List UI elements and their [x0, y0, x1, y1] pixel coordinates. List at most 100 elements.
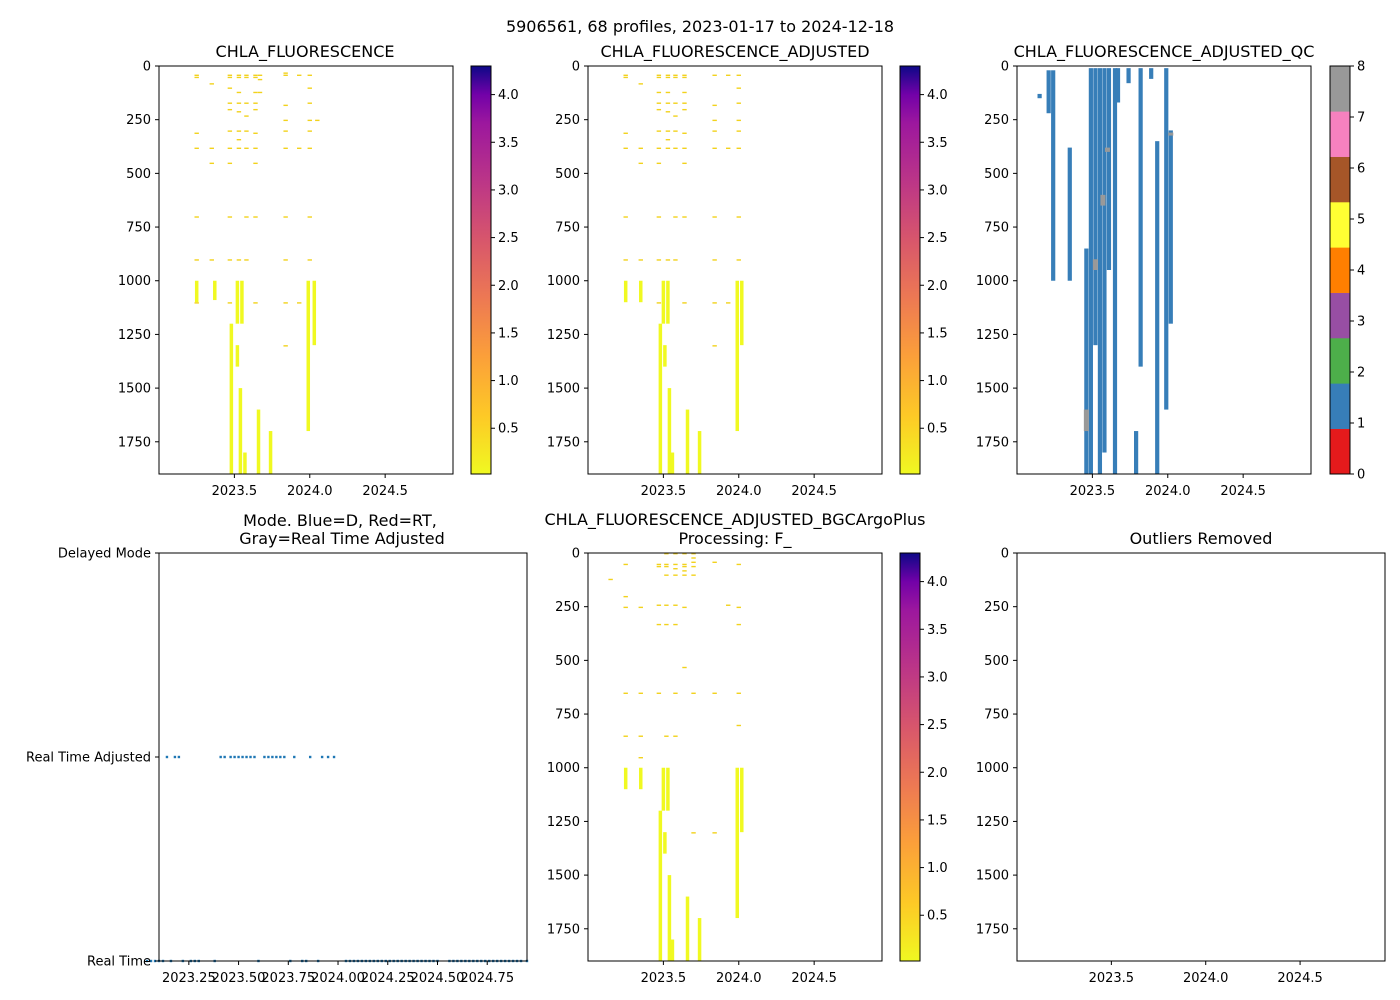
- data-cell-speck: [283, 119, 288, 122]
- data-cell-column: [697, 918, 702, 961]
- data-cell-speck: [673, 147, 678, 149]
- data-cell-speck: [307, 216, 312, 218]
- data-cell-speck: [227, 147, 233, 149]
- colorbar-tick-label: 3.5: [498, 136, 519, 151]
- data-cell-speck: [656, 563, 662, 566]
- y-tick-label: 250: [126, 113, 151, 128]
- colorbar-tick-label: 4: [1357, 264, 1365, 279]
- data-cell-speck: [691, 565, 696, 568]
- data-cell-speck: [257, 74, 263, 76]
- y-tick-label: 0: [1001, 60, 1009, 75]
- colorbar-frame: [899, 552, 921, 962]
- data-cell-speck: [673, 553, 678, 555]
- data-cell-speck: [682, 147, 687, 149]
- data-cell-speck: [253, 91, 258, 94]
- data-cell-speck: [244, 76, 249, 79]
- data-cell-column: [256, 409, 261, 474]
- data-cell-speck: [665, 139, 671, 141]
- data-cell-speck: [726, 302, 731, 304]
- data-cell-speck: [244, 102, 249, 104]
- axes-frame: [1016, 65, 1312, 475]
- data-cell-speck: [638, 757, 643, 759]
- x-tick-label: 2023.5: [1070, 484, 1116, 499]
- data-cell-speck: [682, 563, 687, 566]
- data-cell-speck: [623, 692, 628, 694]
- data-cell-speck: [623, 563, 628, 566]
- panel-mode: Mode. Blue=D, Red=RT, Gray=Real Time Adj…: [26, 511, 529, 986]
- data-cell-speck: [673, 568, 678, 570]
- data-cell-speck: [712, 561, 717, 563]
- colorbar-tick-label: 3.0: [927, 183, 948, 198]
- data-cell-speck: [656, 74, 662, 76]
- colorbar-class-swatch: [1330, 338, 1350, 384]
- data-cell-column: [240, 280, 244, 324]
- data-cell-speck: [236, 130, 242, 132]
- data-cell-speck: [244, 130, 249, 132]
- data-cell-speck: [736, 606, 741, 609]
- data-cell-speck: [736, 147, 741, 149]
- colorbar-tick-label: 6: [1357, 162, 1365, 177]
- data-cell-column: [1168, 130, 1173, 324]
- data-cell-speck: [623, 216, 628, 218]
- data-cell-column: [268, 431, 273, 474]
- data-cell-speck: [623, 74, 628, 76]
- x-tick-label: 2023.5: [212, 484, 258, 499]
- data-cell-column: [238, 388, 243, 474]
- data-cell-speck: [665, 259, 671, 261]
- data-cell-speck: [673, 574, 678, 576]
- y-tick-label: 1750: [547, 922, 580, 937]
- colorbar-tick-label: 0.5: [927, 422, 948, 437]
- colorbar-class-swatch: [1330, 292, 1350, 339]
- data-cell-speck: [236, 139, 242, 141]
- data-cell-speck: [665, 91, 671, 94]
- data-cell-speck: [638, 147, 643, 149]
- panel-bgc: CHLA_FLUORESCENCE_ADJUSTED_BGCArgoPlus P…: [544, 510, 947, 986]
- data-cell-speck: [209, 259, 214, 261]
- colorbar-tick-label: 2: [1357, 366, 1365, 381]
- data-cell-speck: [736, 692, 741, 694]
- colorbar-tick-label: 1.0: [927, 861, 948, 876]
- data-cell-column: [1088, 68, 1093, 474]
- colorbar-tick-label: 2.0: [927, 279, 948, 294]
- data-cell-speck: [682, 606, 687, 609]
- data-cell-column: [1112, 68, 1118, 474]
- y-tick-label: 500: [555, 167, 580, 182]
- data-cell-speck: [712, 119, 717, 122]
- data-cell-speck: [307, 74, 312, 76]
- data-cell-speck: [682, 570, 687, 572]
- data-cell-speck: [236, 74, 242, 76]
- panel-chla-adjusted: CHLA_FLUORESCENCE_ADJUSTED 0 250 500 750 100…: [547, 42, 948, 499]
- colorbar-tick-label: 1.5: [927, 813, 948, 828]
- panel-mode-title-line2: Gray=Real Time Adjusted: [239, 529, 445, 548]
- panel-outliers-title: Outliers Removed: [1130, 529, 1273, 548]
- data-cell-speck: [638, 692, 643, 694]
- mode-point-real-time: [149, 959, 153, 963]
- data-cell-speck: [665, 111, 671, 113]
- mode-point-real-time-adjusted: [271, 755, 274, 759]
- data-cell-speck: [194, 74, 199, 76]
- data-cell-speck: [283, 302, 288, 304]
- axes-frame: [587, 552, 883, 962]
- data-cell-speck: [236, 91, 242, 94]
- data-cell-speck: [736, 563, 741, 566]
- x-tick-label: 2024.5: [791, 484, 837, 499]
- x-tick-label: 2024.0: [716, 484, 762, 499]
- data-cell-speck: [283, 259, 288, 261]
- data-cell-column: [1126, 68, 1131, 84]
- x-tick-label: 2024.5: [1277, 971, 1323, 986]
- data-cell-speck: [283, 216, 288, 218]
- data-cell-speck: [307, 259, 312, 261]
- data-cell-speck: [691, 832, 696, 834]
- mode-point-real-time-adjusted: [233, 755, 236, 759]
- panel-bgc-title-line2: Processing: F_: [678, 529, 792, 549]
- data-cell-speck: [664, 574, 669, 576]
- data-cell-speck: [673, 76, 678, 79]
- x-tick-label: 2024.0: [716, 971, 762, 986]
- data-cell-speck: [726, 147, 731, 149]
- mode-point-real-time-adjusted: [165, 755, 169, 759]
- axes-frame: [1016, 552, 1386, 962]
- mode-point-real-time-adjusted: [223, 755, 226, 759]
- colorbar-tick-label: 2.5: [927, 231, 948, 246]
- colorbar-class-swatch: [1330, 247, 1350, 293]
- data-cell-speck: [712, 130, 717, 132]
